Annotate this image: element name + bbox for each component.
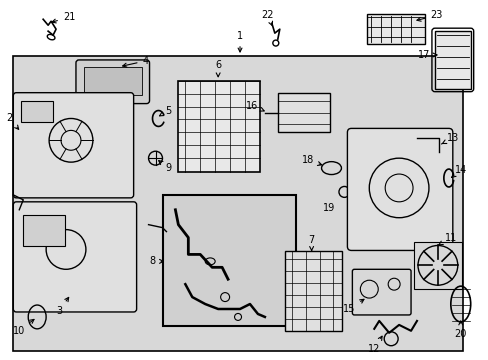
Bar [178,81,260,172]
Text: 16: 16 [245,100,264,111]
Bar [413,242,461,289]
FancyBboxPatch shape [76,60,149,104]
Text: 19: 19 [323,203,335,213]
Bar [366,14,424,44]
Text: 4: 4 [122,56,148,67]
Text: 6: 6 [215,60,221,77]
Bar [434,31,470,89]
Text: 1: 1 [237,31,243,52]
Bar [21,100,53,122]
FancyBboxPatch shape [13,202,136,312]
Text: 20: 20 [454,321,466,339]
Text: 15: 15 [343,299,363,314]
Text: 10: 10 [13,319,34,336]
Text: 2: 2 [6,113,19,129]
Text: 17: 17 [417,50,436,60]
Text: 18: 18 [301,155,321,166]
Bar [13,56,462,351]
Text: 23: 23 [416,10,442,21]
Bar [23,215,65,247]
Text: 14: 14 [450,165,466,177]
Text: 22: 22 [261,10,274,26]
Bar [163,195,295,326]
Text: 13: 13 [441,133,458,144]
Text: 11: 11 [438,233,456,245]
Bar [284,251,342,331]
FancyBboxPatch shape [13,93,133,198]
Text: 12: 12 [367,336,381,354]
Bar [84,67,142,95]
Text: 3: 3 [56,297,68,316]
Text: 9: 9 [159,161,171,173]
Text: 5: 5 [159,105,171,116]
Text: 8: 8 [149,256,163,266]
Bar [277,93,329,132]
FancyBboxPatch shape [346,129,452,251]
FancyBboxPatch shape [352,269,410,315]
Text: 7: 7 [308,234,314,251]
Text: 21: 21 [52,12,75,23]
